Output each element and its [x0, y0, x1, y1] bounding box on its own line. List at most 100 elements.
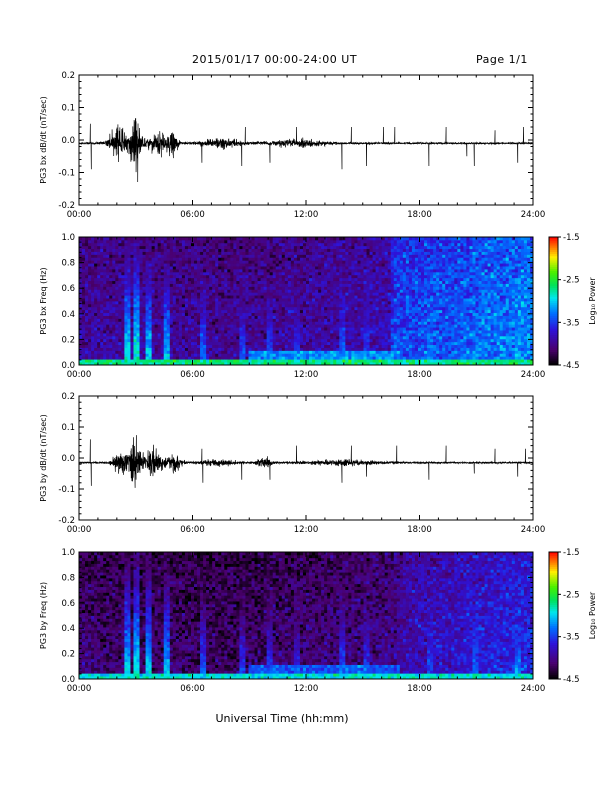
spectrogram-cell: [421, 327, 425, 331]
spectrogram-cell: [172, 327, 177, 331]
spectrogram-cell: [97, 269, 101, 273]
spectrogram-cell: [106, 309, 110, 314]
spectrogram-cell: [405, 257, 410, 261]
spectrogram-cell: [408, 280, 413, 284]
spectrogram-cell: [224, 283, 228, 287]
spectrogram-cell: [118, 263, 122, 267]
spectrogram-cell: [266, 242, 271, 247]
spectrogram-cell: [417, 306, 422, 311]
spectrogram-cell: [260, 306, 265, 311]
spectrogram-cell: [200, 295, 204, 299]
spectrogram-cell: [224, 295, 228, 299]
spectrogram-cell: [112, 359, 116, 363]
spectrogram-cell: [306, 312, 310, 316]
spectrogram-cell: [88, 280, 92, 284]
spectrogram-cell: [318, 344, 322, 348]
spectrogram-cell: [263, 301, 268, 305]
spectrogram-cell: [251, 315, 255, 319]
spectrogram-cell: [417, 266, 422, 270]
spectrogram-cell: [82, 333, 86, 337]
spectrogram-cell: [339, 335, 343, 340]
spectrogram-cell: [272, 356, 277, 360]
spectrogram-cell: [357, 298, 361, 302]
spectrogram-cell: [384, 356, 389, 360]
spectrogram-cell: [290, 271, 295, 276]
spectrogram-cell: [263, 356, 268, 360]
spectrogram-cell: [187, 333, 192, 337]
spectrogram-cell: [357, 318, 361, 322]
spectrogram-cell: [327, 359, 331, 363]
spectrogram-cell: [218, 344, 222, 348]
spectrogram-cell: [157, 266, 162, 270]
spectrogram-cell: [299, 274, 304, 279]
spectrogram-cell: [187, 271, 192, 276]
spectrogram-cell: [284, 356, 289, 360]
spectrogram-cell: [124, 359, 128, 363]
spectrogram-cell: [236, 330, 240, 334]
spectrogram-cell: [194, 298, 198, 302]
spectrogram-cell: [221, 303, 225, 308]
spectrogram-cell: [378, 330, 383, 334]
spectrogram-cell: [408, 251, 413, 255]
spectrogram-cell: [154, 283, 159, 287]
spectrogram-cell: [245, 292, 249, 296]
spectrogram-cell: [236, 315, 240, 319]
spectrogram-cell: [275, 338, 280, 343]
spectrogram-cell: [218, 277, 222, 282]
spectrogram-cell: [293, 359, 298, 363]
spectrogram-cell: [91, 271, 95, 276]
spectrogram-cell: [239, 356, 243, 360]
spectrogram-cell: [381, 274, 386, 279]
spectrogram-cell: [178, 312, 183, 316]
spectrogram-cell: [221, 333, 225, 337]
spectrogram-cell: [333, 245, 337, 250]
spectrogram-cell: [384, 321, 389, 325]
spectrogram-cell: [118, 295, 122, 299]
spectrogram-cell: [142, 245, 146, 250]
spectrogram-cell: [163, 335, 168, 340]
spectrogram-cell: [372, 280, 377, 284]
spectrogram-cell: [309, 286, 313, 290]
spectrogram-cell: [324, 306, 328, 311]
spectrogram-cell: [236, 283, 240, 287]
spectrogram-cell: [181, 286, 186, 290]
spectrogram-cell: [302, 303, 307, 308]
spectrogram-cell: [190, 327, 195, 331]
spectrogram-cell: [254, 237, 258, 241]
spectrogram-cell: [312, 263, 316, 267]
spectrogram-cell: [369, 327, 373, 331]
spectrogram-cell: [206, 289, 210, 293]
spectrogram-cell: [227, 260, 231, 264]
spectrogram-cell: [408, 263, 413, 267]
spectrogram-cell: [133, 254, 137, 258]
spectrogram-cell: [318, 330, 322, 334]
spectrogram-cell: [369, 242, 373, 247]
spectrogram-cell: [378, 251, 383, 255]
spectrogram-cell: [187, 347, 192, 351]
spectrogram-cell: [142, 327, 146, 331]
spectrogram-cell: [169, 306, 174, 311]
spectrogram-cell: [187, 306, 192, 311]
spectrogram-cell: [339, 330, 343, 334]
spectrogram-cell: [348, 257, 352, 261]
spectrogram-cell: [160, 359, 165, 363]
spectrogram-cell: [88, 254, 92, 258]
spectrogram-cell: [260, 254, 265, 258]
spectrogram-cell: [145, 327, 150, 331]
spectrogram-cell: [366, 315, 370, 319]
spectrogram-cell: [293, 266, 298, 270]
spectrogram-cell: [345, 324, 349, 328]
spectrogram-cell: [172, 277, 177, 282]
spectrogram-cell: [200, 315, 204, 319]
spectrogram-cell: [157, 263, 162, 267]
spectrogram-cell: [378, 350, 383, 354]
spectrogram-cell: [154, 289, 159, 293]
spectrogram-cell: [315, 289, 319, 293]
spectrogram-cell: [130, 298, 134, 302]
spectrogram-cell: [360, 245, 364, 250]
spectrogram-cell: [157, 286, 162, 290]
spectrogram-cell: [200, 303, 204, 308]
spectrogram-cell: [163, 257, 168, 261]
spectrogram-cell: [106, 283, 110, 287]
spectrogram-cell: [348, 237, 352, 241]
